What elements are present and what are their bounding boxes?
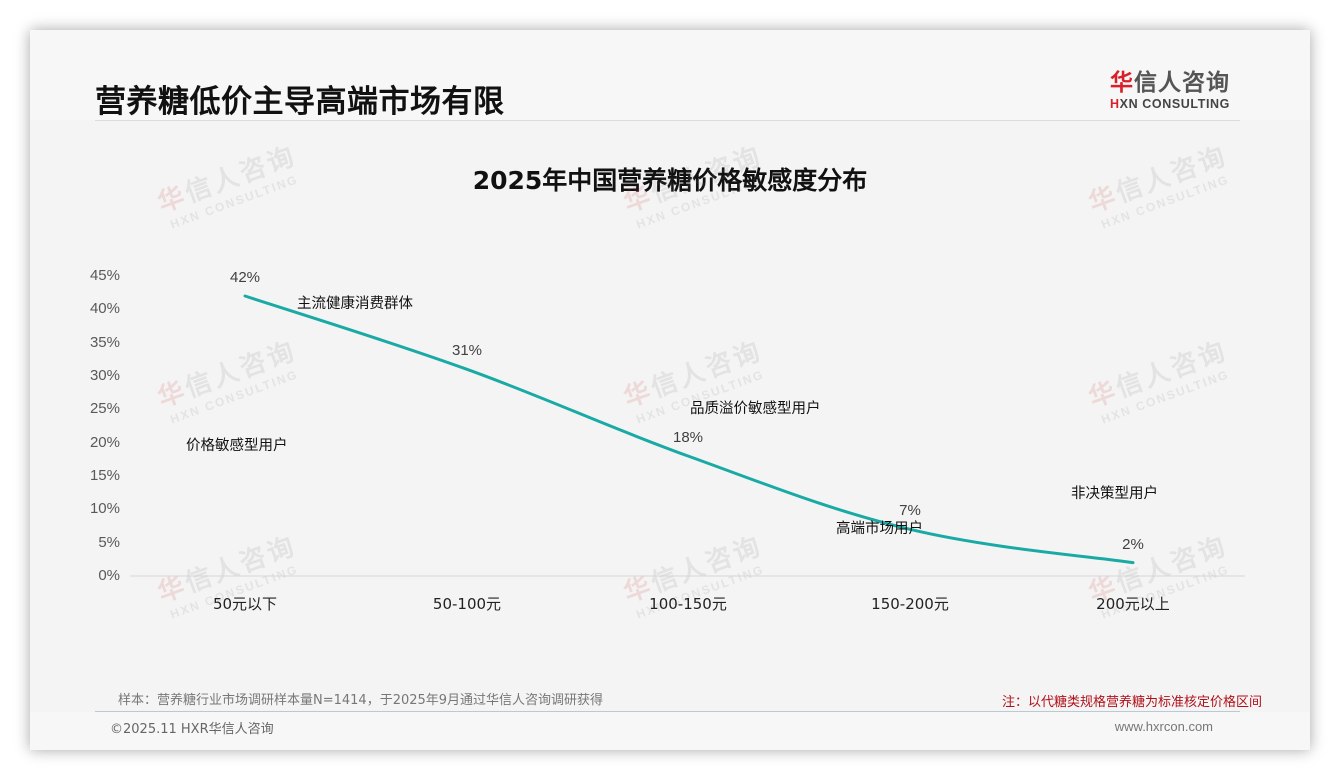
series-line [243,294,1135,565]
annotation-premium-sensitive: 品质溢价敏感型用户 [690,401,821,417]
y-tick-label: 5% [98,533,120,551]
header-divider [95,120,1240,121]
y-tick-label: 20% [89,433,120,451]
x-tick-label: 100-150元 [649,595,727,613]
logo-en-text: XN CONSULTING [1119,97,1230,111]
x-tick-label: 50元以下 [212,595,278,613]
website-link[interactable]: www.hxrcon.com [1114,719,1213,734]
annotation-price-sensitive: 价格敏感型用户 [186,438,288,454]
x-tick-label: 50-100元 [432,595,502,613]
logo-cn-text: 信人咨询 [1134,70,1230,96]
annotation-high-end: 高端市场用户 [836,521,923,537]
y-tick-label: 10% [89,500,120,518]
line-chart [130,294,1245,577]
footer-divider [95,711,1240,712]
logo-english: HXN CONSULTING [1110,97,1250,111]
data-label: 42% [229,269,261,286]
slide-card: 营养糖低价主导高端市场有限 华信人咨询 HXN CONSULTING 2025年… [30,30,1310,750]
logo-chinese: 华信人咨询 [1110,63,1250,97]
x-tick-label: 150-200元 [871,595,949,613]
annotation-non-decision: 非决策型用户 [1071,486,1158,502]
y-tick-label: 30% [89,367,120,384]
y-tick-label: 25% [89,400,120,418]
annotation-mainstream: 主流健康消费群体 [297,296,413,312]
data-label: 18% [672,429,704,446]
logo-red-char: 华 [1110,70,1134,96]
footer-band [30,712,1310,750]
y-tick-label: 40% [89,300,120,318]
x-tick-label: 200元以上 [1096,595,1170,613]
header-band [30,30,1310,120]
y-tick-label: 45% [89,267,120,284]
y-tick-label: 35% [89,333,120,351]
brand-logo: 华信人咨询 HXN CONSULTING [1110,63,1250,111]
logo-mark: H [1110,97,1120,111]
page-title: 营养糖低价主导高端市场有限 [95,84,505,120]
y-tick-label: 15% [89,467,120,484]
copyright: ©2025.11 HXR华信人咨询 [110,722,274,737]
data-label: 7% [899,502,921,520]
data-label: 2% [1122,535,1144,553]
y-tick-label: 0% [98,567,120,584]
price-range-note: 注：以代糖类规格营养糖为标准核定价格区间 [1001,695,1262,710]
data-label: 31% [451,342,483,360]
chart-title: 2025年中国营养糖价格敏感度分布 [472,166,868,195]
sample-source-note: 样本：营养糖行业市场调研样本量N=1414，于2025年9月通过华信人咨询调研获… [118,693,604,708]
